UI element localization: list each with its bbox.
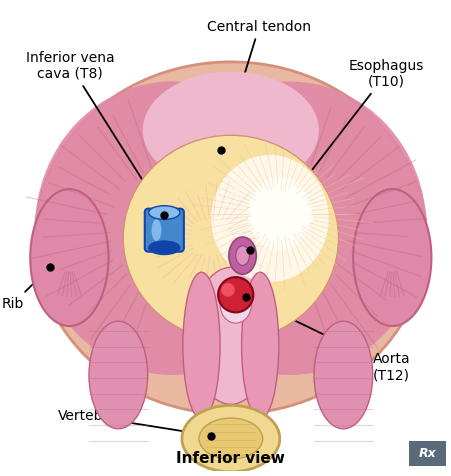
Text: Rib: Rib <box>2 269 48 310</box>
FancyBboxPatch shape <box>409 441 446 466</box>
Ellipse shape <box>149 241 180 255</box>
Ellipse shape <box>152 219 161 241</box>
Text: Central tendon: Central tendon <box>207 20 311 147</box>
FancyBboxPatch shape <box>145 208 184 252</box>
Circle shape <box>221 283 235 297</box>
Ellipse shape <box>248 177 312 250</box>
Ellipse shape <box>35 62 427 414</box>
Ellipse shape <box>30 189 109 326</box>
Ellipse shape <box>89 321 147 429</box>
Ellipse shape <box>183 272 220 419</box>
Ellipse shape <box>314 321 373 429</box>
Text: Vertebra: Vertebra <box>58 409 208 435</box>
Text: Aorta
(T12): Aorta (T12) <box>248 298 410 382</box>
Ellipse shape <box>229 237 256 274</box>
Ellipse shape <box>143 72 319 189</box>
Text: Esophagus
(T10): Esophagus (T10) <box>252 59 424 248</box>
Ellipse shape <box>149 206 180 219</box>
Ellipse shape <box>123 135 338 341</box>
Ellipse shape <box>242 272 279 419</box>
Ellipse shape <box>152 81 427 375</box>
Ellipse shape <box>353 189 432 326</box>
Text: Rx: Rx <box>419 447 437 460</box>
Ellipse shape <box>35 81 309 375</box>
Text: Inferior view: Inferior view <box>176 451 285 466</box>
Ellipse shape <box>192 268 270 404</box>
Ellipse shape <box>211 155 329 282</box>
Text: Inferior vena
cava (T8): Inferior vena cava (T8) <box>26 50 163 212</box>
Ellipse shape <box>182 406 280 472</box>
Circle shape <box>218 277 253 312</box>
Ellipse shape <box>199 418 262 459</box>
Ellipse shape <box>220 286 251 323</box>
Ellipse shape <box>236 246 249 266</box>
